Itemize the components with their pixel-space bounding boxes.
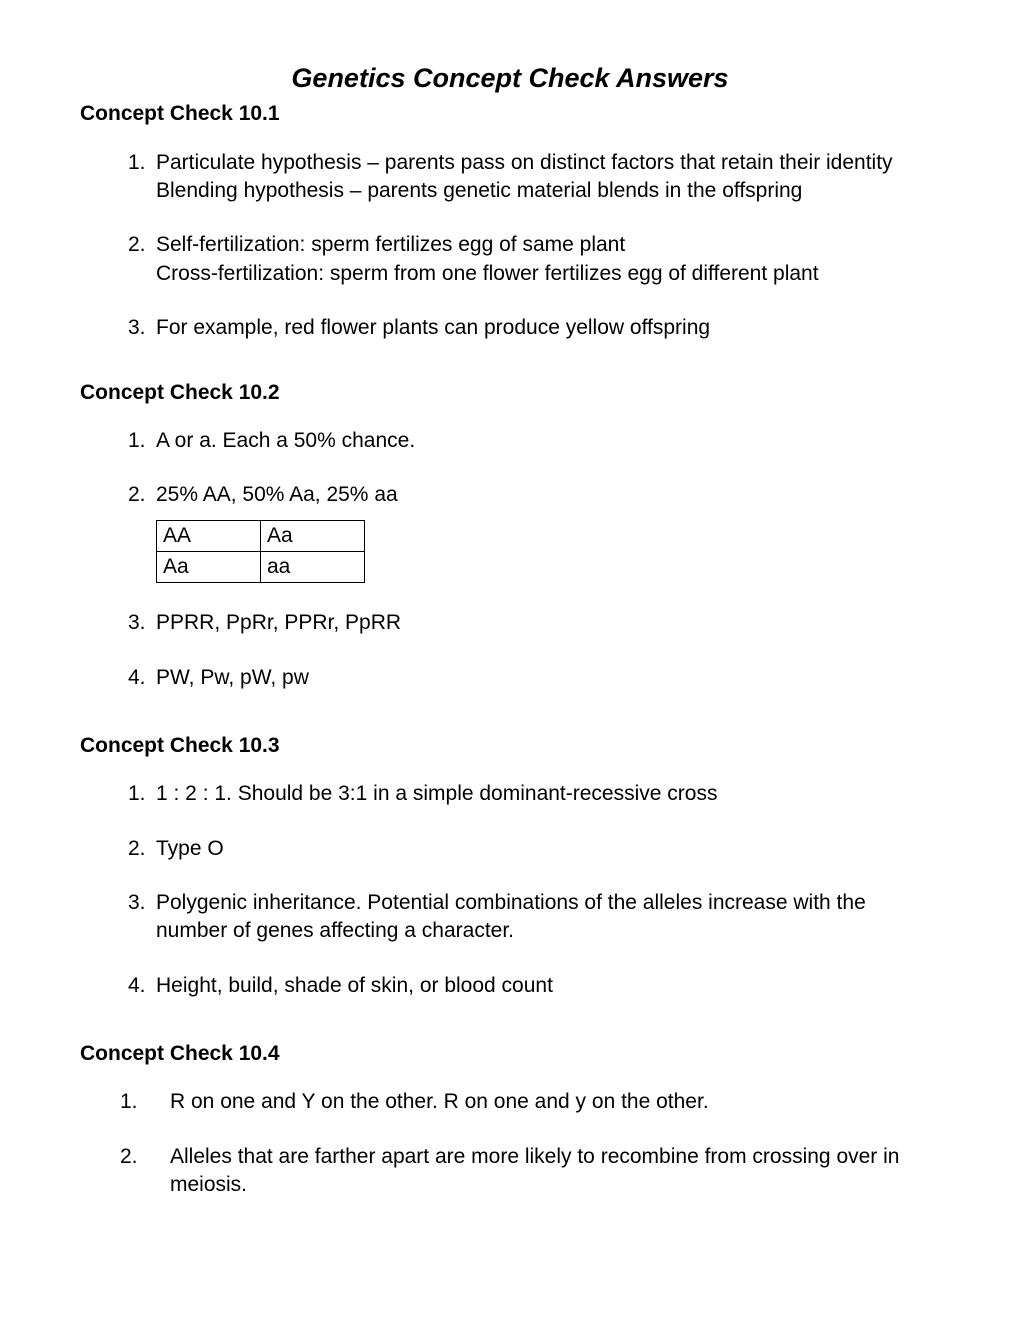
item-number: 2. (128, 231, 146, 259)
answer-list: 1. 1 : 2 : 1. Should be 3:1 in a simple d… (80, 780, 940, 1000)
answer-item: 2.Alleles that are farther apart are mor… (128, 1143, 940, 1200)
answer-text: For example, red flower plants can produ… (156, 316, 710, 339)
section-heading: Concept Check 10.3 (80, 732, 940, 760)
section: Concept Check 10.3 1. 1 : 2 : 1. Should be… (80, 732, 940, 1000)
answer-text: Particulate hypothesis – parents pass on… (156, 151, 893, 174)
answer-text: Polygenic inheritance. Potential combina… (156, 891, 866, 942)
page-title: Genetics Concept Check Answers (80, 60, 940, 96)
answer-text: PW, Pw, pW, pw (156, 666, 309, 689)
table-cell: aa (261, 551, 365, 582)
table-cell: Aa (261, 520, 365, 551)
answer-text: Type O (156, 837, 224, 860)
answer-text: Self-fertilization: sperm fertilizes egg… (156, 233, 625, 256)
punnett-square: AAAaAaaa (156, 520, 365, 584)
section-heading: Concept Check 10.1 (80, 100, 940, 128)
section: Concept Check 10.2 1. A or a. Each a 50% c… (80, 379, 940, 692)
answer-text: PPRR, PpRr, PPRr, PpRR (156, 611, 401, 634)
answer-item: 1. 1 : 2 : 1. Should be 3:1 in a simple d… (128, 780, 940, 808)
table-cell: Aa (157, 551, 261, 582)
item-number: 1. (120, 1088, 138, 1116)
answer-item: 1.R on one and Y on the other. R on one … (128, 1088, 940, 1116)
section: Concept Check 10.1 1. Particulate hypothes… (80, 100, 940, 342)
answer-item: 1. A or a. Each a 50% chance. (128, 427, 940, 455)
section: Concept Check 10.4 1. R on one and Y on th… (80, 1040, 940, 1199)
table-row: AAAa (157, 520, 365, 551)
answer-item: 2. Type O (128, 835, 940, 863)
section-heading: Concept Check 10.4 (80, 1040, 940, 1068)
item-number: 1. (128, 780, 146, 808)
answer-item: 3. For example, red flower plants can pro… (128, 314, 940, 342)
answer-text: 25% AA, 50% Aa, 25% aa (156, 483, 398, 506)
item-number: 3. (128, 314, 146, 342)
answer-text: Cross-fertilization: sperm from one flow… (156, 262, 819, 285)
answer-item: 2. 25% AA, 50% Aa, 25% aa AAAaAaaa (128, 481, 940, 583)
answer-list: 1. A or a. Each a 50% chance. 2. 25% AA, 50… (80, 427, 940, 692)
document-body: Concept Check 10.1 1. Particulate hypothes… (80, 100, 940, 1199)
answer-item: 1. Particulate hypothesis – parents pass … (128, 149, 940, 206)
answer-text: 1 : 2 : 1. Should be 3:1 in a simple dom… (156, 782, 717, 805)
answer-list: 1. R on one and Y on the other. R on one … (80, 1088, 940, 1199)
item-number: 4. (128, 972, 146, 1000)
answer-text: A or a. Each a 50% chance. (156, 429, 415, 452)
answer-list: 1. Particulate hypothesis – parents pass … (80, 149, 940, 343)
item-number: 4. (128, 664, 146, 692)
answer-item: 4. Height, build, shade of skin, or blood… (128, 972, 940, 1000)
table-cell: AA (157, 520, 261, 551)
item-number: 2. (128, 481, 146, 509)
item-number: 1. (128, 427, 146, 455)
answer-text: Alleles that are farther apart are more … (170, 1145, 899, 1196)
answer-item: 3. Polygenic inheritance. Potential combi… (128, 889, 940, 946)
section-heading: Concept Check 10.2 (80, 379, 940, 407)
table-row: Aaaa (157, 551, 365, 582)
answer-text: Blending hypothesis – parents genetic ma… (156, 179, 802, 202)
answer-item: 4. PW, Pw, pW, pw (128, 664, 940, 692)
answer-item: 3. PPRR, PpRr, PPRr, PpRR (128, 609, 940, 637)
answer-item: 2. Self-fertilization: sperm fertilizes e… (128, 231, 940, 288)
answer-text: R on one and Y on the other. R on one an… (170, 1090, 709, 1113)
item-number: 2. (120, 1143, 138, 1171)
item-number: 3. (128, 609, 146, 637)
item-number: 3. (128, 889, 146, 917)
item-number: 1. (128, 149, 146, 177)
item-number: 2. (128, 835, 146, 863)
answer-text: Height, build, shade of skin, or blood c… (156, 974, 553, 997)
